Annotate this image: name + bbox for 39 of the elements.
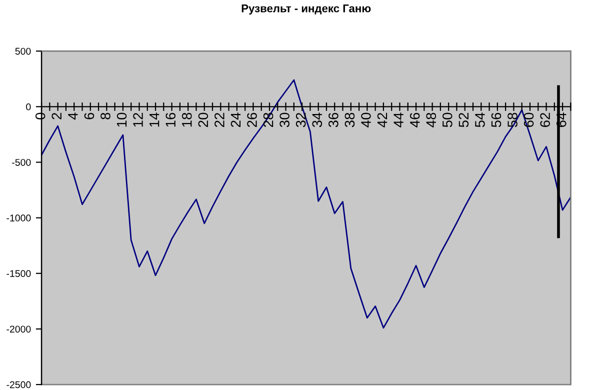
y-tick-label: -2000: [6, 326, 31, 333]
x-tick-label: 34: [312, 112, 322, 128]
x-tick-label: 12: [133, 112, 143, 127]
y-tick-label: 500: [15, 48, 31, 55]
x-tick-label: 48: [426, 112, 436, 128]
x-tick-label: 52: [458, 112, 469, 128]
y-tick-label: -500: [12, 158, 31, 166]
x-tick-label: 14: [150, 112, 160, 127]
x-tick-label: 22: [214, 112, 224, 127]
y-tick-label: -2500: [6, 381, 31, 388]
y-tick-label: -1500: [6, 270, 31, 278]
x-tick-label: 30: [280, 112, 290, 128]
x-tick-label: 10: [116, 112, 127, 127]
x-tick-label: 38: [344, 112, 355, 128]
x-tick-label: 16: [166, 112, 176, 127]
x-tick-label: 36: [328, 112, 338, 128]
y-tick-label: -1000: [6, 214, 31, 222]
x-tick-label: 46: [410, 112, 420, 128]
x-tick-label: 6: [84, 112, 94, 120]
x-tick-label: 2: [52, 112, 62, 120]
y-tick-label: 0: [26, 103, 31, 110]
x-tick-label: 24: [230, 112, 241, 127]
x-tick-label: 60: [524, 112, 534, 127]
x-tick-label: 54: [475, 112, 485, 128]
x-tick-label: 50: [442, 112, 452, 128]
x-tick-label: 28: [263, 112, 274, 127]
x-tick-label: 56: [491, 112, 502, 128]
x-tick-label: 8: [100, 112, 110, 120]
x-tick-label: 4: [68, 112, 78, 120]
x-tick-label: 58: [508, 112, 518, 128]
x-tick-label: 26: [247, 112, 257, 127]
x-tick-label: 18: [182, 112, 192, 127]
x-tick-label: 32: [296, 112, 306, 128]
x-tick-label: 40: [361, 112, 371, 128]
chart-title: Рузвельт - индекс Ганю: [242, 4, 371, 15]
x-tick-label: 42: [377, 112, 388, 128]
x-tick-label: 20: [198, 112, 208, 127]
x-tick-label: 62: [540, 112, 550, 127]
x-tick-label: 44: [394, 112, 404, 128]
